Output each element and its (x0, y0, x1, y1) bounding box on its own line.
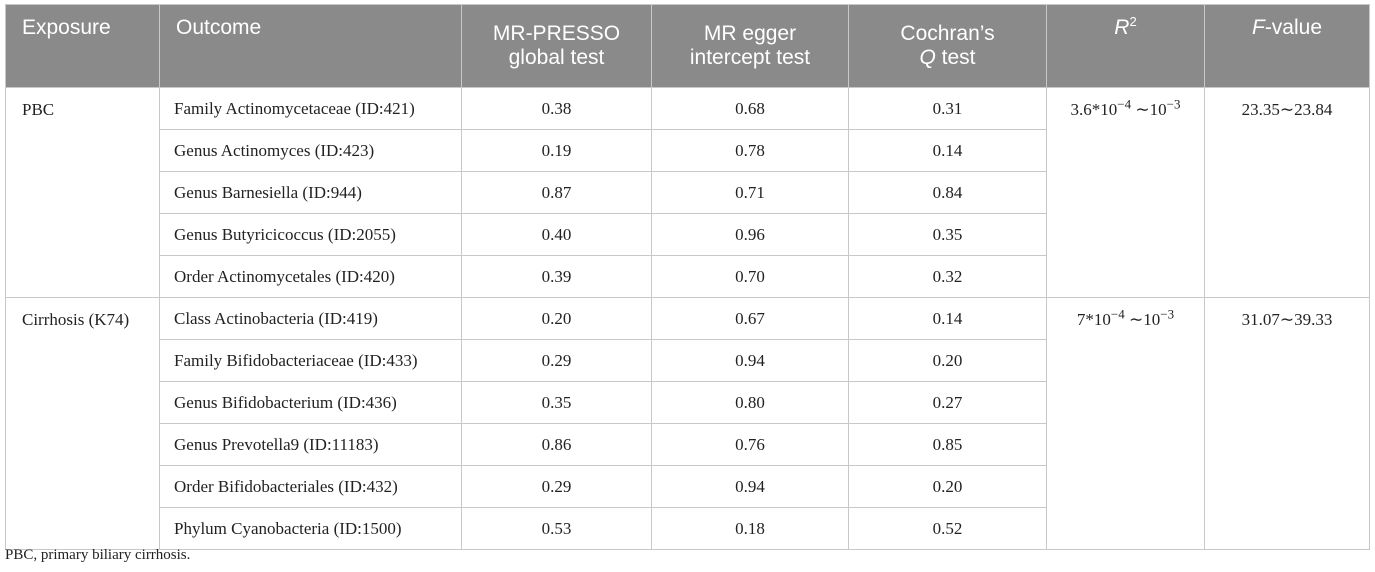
table-row: PBC Family Actinomycetaceae (ID:421) 0.3… (5, 87, 1370, 298)
outcome-cell: Genus Bifidobacterium (ID:436) (159, 381, 462, 424)
egger-cell: 0.94 (651, 339, 849, 382)
outcome-cell: Order Bifidobacteriales (ID:432) (159, 465, 462, 508)
outcome-cell: Phylum Cyanobacteria (ID:1500) (159, 507, 462, 550)
egger-cell: 0.70 (651, 255, 849, 298)
table-row: Genus Bifidobacterium (ID:436) 0.35 0.80… (6, 381, 1370, 424)
cochran-cell: 0.14 (848, 297, 1047, 340)
table-row: Genus Butyricicoccus (ID:2055) 0.40 0.96… (6, 213, 1370, 256)
egger-cell: 0.78 (651, 129, 849, 172)
header-exposure: Exposure (5, 4, 160, 88)
table-row: Genus Barnesiella (ID:944) 0.87 0.71 0.8… (6, 171, 1370, 214)
cochran-cell: 0.32 (848, 255, 1047, 298)
mrpresso-cell: 0.29 (461, 465, 652, 508)
cochran-cell: 0.52 (848, 507, 1047, 550)
cochran-cell: 0.14 (848, 129, 1047, 172)
header-egger: MR egger intercept test (651, 4, 849, 88)
outcome-cell: Genus Barnesiella (ID:944) (159, 171, 462, 214)
outcome-cell: Genus Prevotella9 (ID:11183) (159, 423, 462, 466)
outcome-cell: Family Actinomycetaceae (ID:421) (159, 87, 462, 130)
cochran-cell: 0.27 (848, 381, 1047, 424)
mrpresso-cell: 0.39 (461, 255, 652, 298)
header-outcome: Outcome (159, 4, 462, 88)
outcome-cell: Genus Butyricicoccus (ID:2055) (159, 213, 462, 256)
f-value-cell: 23.35∼23.84 (1204, 87, 1370, 298)
mrpresso-cell: 0.86 (461, 423, 652, 466)
egger-cell: 0.80 (651, 381, 849, 424)
exposure-cell: PBC (5, 87, 160, 298)
table-row: Genus Prevotella9 (ID:11183) 0.86 0.76 0… (6, 423, 1370, 466)
f-value-cell: 31.07∼39.33 (1204, 297, 1370, 550)
mrpresso-cell: 0.20 (461, 297, 652, 340)
mrpresso-cell: 0.87 (461, 171, 652, 214)
header-r2: R2 (1046, 4, 1205, 88)
egger-cell: 0.18 (651, 507, 849, 550)
egger-cell: 0.67 (651, 297, 849, 340)
table-row: Phylum Cyanobacteria (ID:1500) 0.53 0.18… (6, 507, 1370, 550)
outcome-cell: Order Actinomycetales (ID:420) (159, 255, 462, 298)
cochran-cell: 0.84 (848, 171, 1047, 214)
header-f-value: F-value (1204, 4, 1370, 88)
egger-cell: 0.68 (651, 87, 849, 130)
cochran-cell: 0.85 (848, 423, 1047, 466)
header-cochran: Cochran’s Q test (848, 4, 1047, 88)
results-table: Exposure Outcome MR-PRESSO global test MR… (5, 4, 1370, 550)
table-row: Order Actinomycetales (ID:420) 0.39 0.70… (6, 255, 1370, 298)
egger-cell: 0.76 (651, 423, 849, 466)
egger-cell: 0.71 (651, 171, 849, 214)
table-row: Cirrhosis (K74) Class Actinobacteria (ID… (5, 297, 1370, 550)
table-container: Exposure Outcome MR-PRESSO global test MR… (5, 4, 1370, 550)
egger-cell: 0.94 (651, 465, 849, 508)
outcome-cell: Family Bifidobacteriaceae (ID:433) (159, 339, 462, 382)
outcome-cell: Class Actinobacteria (ID:419) (159, 297, 462, 340)
table-row: Order Bifidobacteriales (ID:432) 0.29 0.… (6, 465, 1370, 508)
table-footnote: PBC, primary biliary cirrhosis. (5, 547, 191, 563)
mrpresso-cell: 0.29 (461, 339, 652, 382)
mrpresso-cell: 0.35 (461, 381, 652, 424)
outcome-cell: Genus Actinomyces (ID:423) (159, 129, 462, 172)
cochran-cell: 0.20 (848, 465, 1047, 508)
mrpresso-cell: 0.40 (461, 213, 652, 256)
egger-cell: 0.96 (651, 213, 849, 256)
r2-cell: 3.6*10−4 ∼10−3 (1046, 87, 1205, 298)
r2-cell: 7*10−4 ∼10−3 (1046, 297, 1205, 550)
table-row: Genus Actinomyces (ID:423) 0.19 0.78 0.1… (6, 129, 1370, 172)
header-mrpresso: MR-PRESSO global test (461, 4, 652, 88)
mrpresso-cell: 0.19 (461, 129, 652, 172)
mrpresso-cell: 0.53 (461, 507, 652, 550)
cochran-cell: 0.20 (848, 339, 1047, 382)
header-row: Exposure Outcome MR-PRESSO global test MR… (5, 4, 1370, 88)
mrpresso-cell: 0.38 (461, 87, 652, 130)
exposure-cell: Cirrhosis (K74) (5, 297, 160, 550)
cochran-cell: 0.31 (848, 87, 1047, 130)
cochran-cell: 0.35 (848, 213, 1047, 256)
